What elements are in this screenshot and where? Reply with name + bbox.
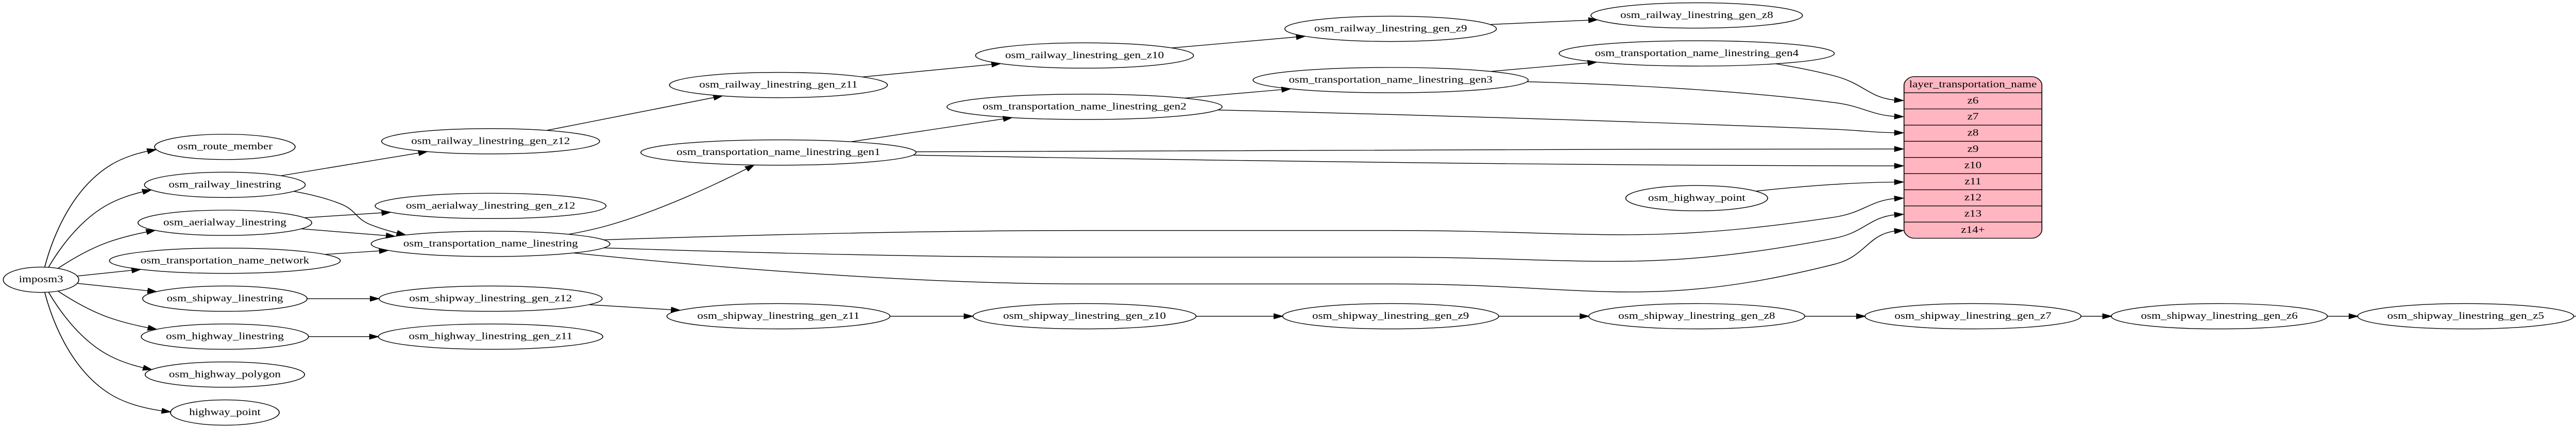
svg-text:osm_shipway_linestring_gen_z7: osm_shipway_linestring_gen_z7 [1894,310,2051,321]
svg-text:osm_shipway_linestring_gen_z5: osm_shipway_linestring_gen_z5 [2387,310,2544,321]
svg-text:z7: z7 [1968,111,1979,122]
svg-text:z8: z8 [1968,127,1979,139]
svg-text:z10: z10 [1964,159,1981,170]
svg-text:osm_transportation_name_linest: osm_transportation_name_linestring_gen1 [676,146,880,158]
svg-text:osm_highway_polygon: osm_highway_polygon [169,368,281,380]
svg-text:layer_transportation_name: layer_transportation_name [1909,78,2037,90]
svg-text:osm_shipway_linestring_gen_z12: osm_shipway_linestring_gen_z12 [409,293,572,304]
svg-text:osm_railway_linestring: osm_railway_linestring [168,179,281,190]
svg-text:osm_highway_linestring_gen_z11: osm_highway_linestring_gen_z11 [409,331,572,342]
svg-text:osm_shipway_linestring_gen_z8: osm_shipway_linestring_gen_z8 [1618,310,1775,321]
svg-text:osm_transportation_name_linest: osm_transportation_name_linestring_gen2 [982,100,1187,112]
svg-text:osm_highway_point: osm_highway_point [1648,192,1745,203]
svg-text:osm_transportation_name_linest: osm_transportation_name_linestring_gen4 [1595,47,1799,59]
svg-text:osm_aerialway_linestring_gen_z: osm_aerialway_linestring_gen_z12 [406,200,575,211]
svg-text:osm_railway_linestring_gen_z9: osm_railway_linestring_gen_z9 [1314,23,1467,34]
svg-text:osm_route_member: osm_route_member [177,141,273,152]
svg-text:osm_railway_linestring_gen_z8: osm_railway_linestring_gen_z8 [1620,9,1773,21]
svg-text:z9: z9 [1968,143,1979,155]
svg-text:z11: z11 [1964,176,1981,187]
svg-text:osm_highway_linestring: osm_highway_linestring [166,331,284,342]
svg-text:osm_transportation_name_networ: osm_transportation_name_network [141,254,310,266]
svg-text:osm_shipway_linestring_gen_z9: osm_shipway_linestring_gen_z9 [1312,310,1469,321]
svg-text:osm_shipway_linestring_gen_z11: osm_shipway_linestring_gen_z11 [697,310,859,321]
svg-text:z12: z12 [1964,192,1981,203]
svg-text:osm_transportation_name_linest: osm_transportation_name_linestring_gen3 [1289,74,1493,85]
svg-text:osm_railway_linestring_gen_z11: osm_railway_linestring_gen_z11 [699,79,857,90]
svg-text:osm_aerialway_linestring: osm_aerialway_linestring [163,216,286,228]
svg-text:osm_railway_linestring_gen_z12: osm_railway_linestring_gen_z12 [411,135,570,146]
svg-text:z6: z6 [1968,95,1979,106]
svg-text:z14+: z14+ [1961,224,1985,235]
svg-text:osm_shipway_linestring: osm_shipway_linestring [166,293,283,304]
svg-text:osm_transportation_name_linest: osm_transportation_name_linestring [403,237,578,249]
svg-text:osm_shipway_linestring_gen_z6: osm_shipway_linestring_gen_z6 [2141,310,2297,321]
svg-text:z13: z13 [1964,208,1981,219]
svg-text:osm_railway_linestring_gen_z10: osm_railway_linestring_gen_z10 [1005,49,1164,61]
svg-text:osm_shipway_linestring_gen_z10: osm_shipway_linestring_gen_z10 [1003,310,1166,321]
svg-text:imposm3: imposm3 [19,273,63,285]
svg-text:highway_point: highway_point [189,406,261,418]
